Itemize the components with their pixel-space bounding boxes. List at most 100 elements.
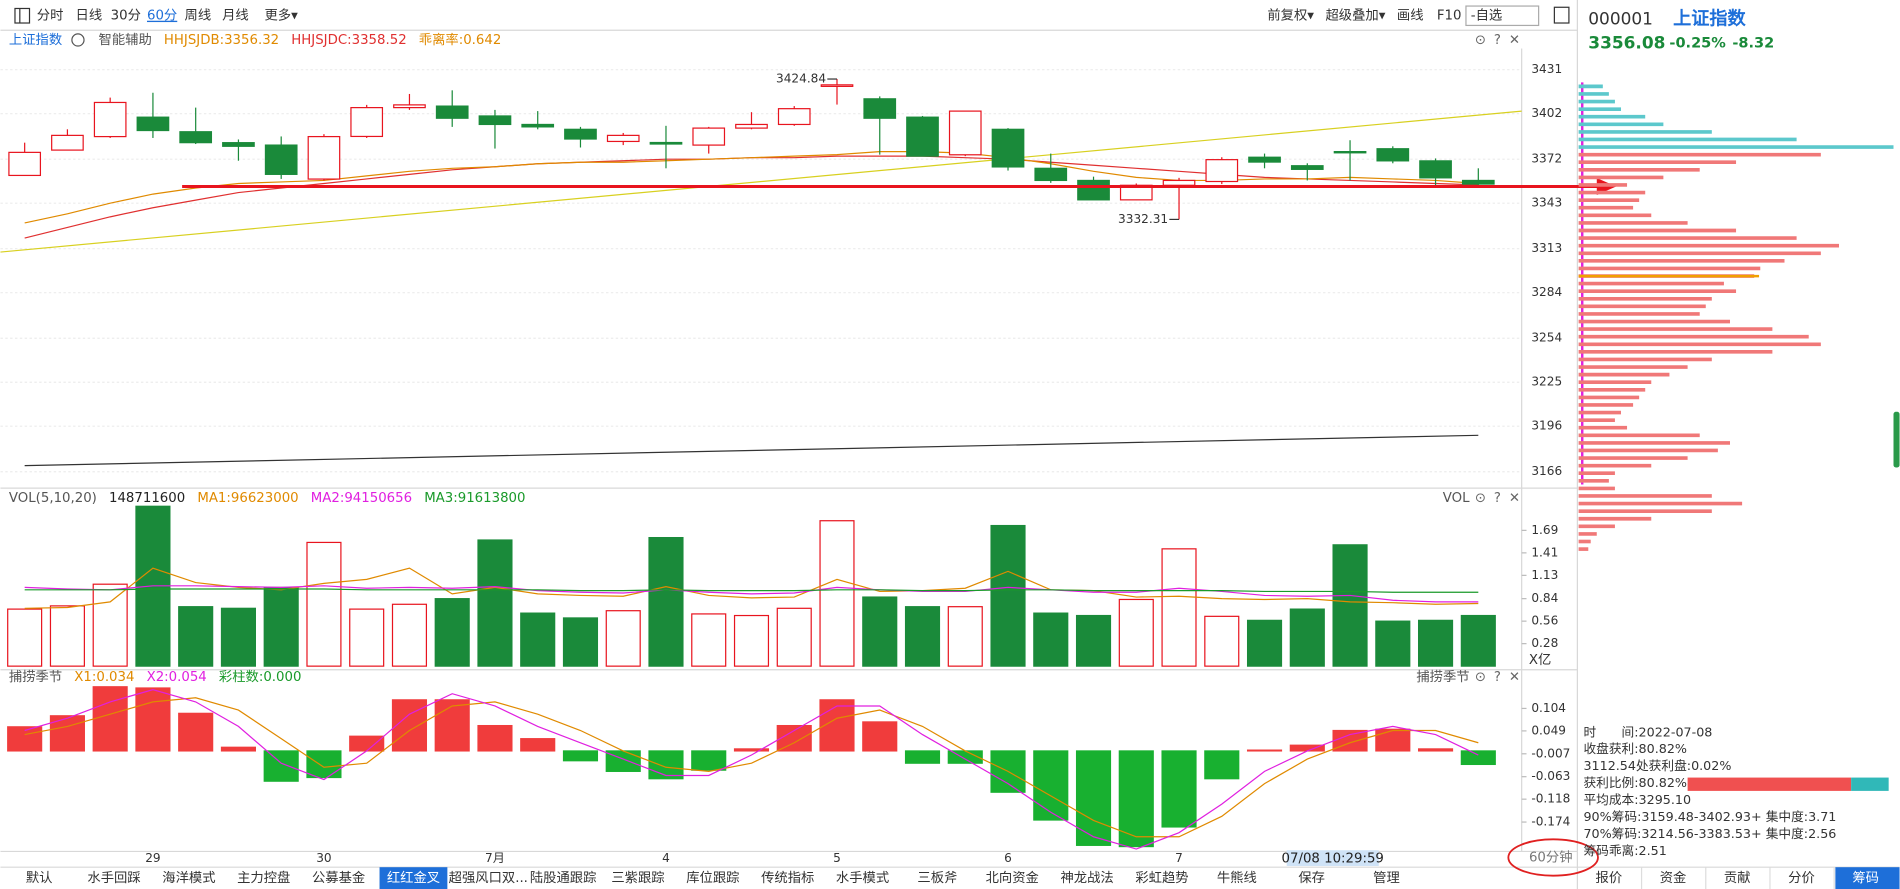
toolbar-item[interactable]: 周线 [185,8,212,24]
bar [49,605,85,667]
bar [562,750,599,762]
bar [7,726,43,752]
bar [1417,748,1454,752]
indicator-tab[interactable]: 三紫跟踪 [611,870,664,886]
bar [1375,728,1411,752]
bar [434,699,470,752]
y-tick-label: 1.69 [1531,523,1558,537]
indicator-tab[interactable]: 默认 [26,870,53,886]
indicator-tab[interactable]: 超强风口双... [449,870,528,886]
bar [1161,750,1197,828]
toolbar-item[interactable]: 超级叠加▾ [1325,8,1385,24]
toolbar-item[interactable]: 60分 [147,8,177,24]
bar [306,541,342,667]
panel-icon[interactable]: ✕ [1509,33,1520,48]
bar [349,608,385,667]
side-toggle-icon[interactable] [1553,6,1570,24]
indicator-tab[interactable]: 三板斧 [917,870,957,886]
panel-icon[interactable]: ⊙ [1475,670,1486,685]
bar [691,750,727,771]
panel-icon[interactable]: ? [1494,33,1501,48]
toolbar-item[interactable]: -自选 [1471,8,1502,24]
candle-body [350,107,384,138]
chip-info: 3112.54处获利盘:0.02% [1583,758,1731,773]
bar [92,686,128,752]
toolbar-item[interactable]: 分时 [37,8,64,24]
scrollbar[interactable] [1893,411,1900,468]
bar [220,607,256,667]
highlight-circle [1507,838,1599,877]
side-tab-active [1835,867,1900,889]
y-tick-label: -0.174 [1531,815,1570,829]
indicator-legend: HHJSJDB:3356.32 [164,33,279,48]
indicator-tab[interactable]: 陆股通跟踪 [530,870,597,886]
toolbar-item[interactable]: F10 [1437,9,1462,24]
bar [92,583,128,667]
indicator-tab[interactable]: 保存 [1298,870,1325,886]
candle-body [1376,148,1410,162]
period-label[interactable]: 60分钟 [1529,849,1573,866]
toolbar-item[interactable]: 前复权▾ [1267,7,1314,24]
profit-bar [1687,777,1852,791]
indicator-legend: 捕捞季节 [9,669,62,685]
indicator-legend: X1:0.034 [74,670,134,685]
indicator-tab[interactable]: 红红金叉 [387,870,440,886]
candle-body [777,108,811,126]
bar [733,748,770,752]
candle-body [307,135,341,180]
bar [648,536,684,667]
indicator-tab[interactable]: 神龙战法 [1060,870,1113,886]
indicator-tab[interactable]: 传统指标 [761,870,814,886]
candle-body [1419,160,1452,179]
indicator-tab[interactable]: 水手模式 [836,870,889,886]
indicator-tab[interactable]: 北向资金 [986,870,1039,886]
side-tab[interactable]: 筹码 [1852,869,1879,886]
indicator-tab[interactable]: 彩虹趋势 [1135,870,1188,886]
bar [1417,619,1454,667]
indicator-tab[interactable]: 公募基金 [312,870,365,886]
y-tick-label: 0.56 [1531,614,1558,628]
side-tab[interactable]: 分价 [1788,870,1815,886]
y-tick-label: 1.41 [1531,545,1558,559]
bar [1075,614,1112,667]
chip-info: 平均成本:3295.10 [1583,792,1691,807]
layout-icon[interactable] [14,7,31,24]
panel-icon[interactable]: ? [1494,491,1501,506]
bar [178,606,214,667]
bar [904,606,941,667]
indicator-tab[interactable]: 牛熊线 [1217,870,1257,886]
indicator-tab[interactable]: 海洋模式 [162,870,215,886]
panel-icon[interactable]: ✕ [1509,491,1520,506]
bar [648,750,684,780]
bar [1204,750,1240,780]
toolbar-item[interactable]: 30分 [111,8,141,24]
candle-body [1461,179,1495,185]
indicator-tab[interactable]: 水手回踩 [87,870,140,886]
indicator-tab[interactable]: 管理 [1373,870,1400,886]
candle-body [51,134,84,151]
panel-icon[interactable]: ✕ [1509,670,1520,685]
side-tab[interactable]: 资金 [1660,870,1687,886]
toolbar-item[interactable]: 月线 [222,8,249,24]
candle-body [1034,167,1068,182]
y-tick-label: 3166 [1531,464,1562,478]
toolbar-item[interactable]: 画线 [1397,8,1424,24]
bar [263,750,299,782]
watchlist-select[interactable] [1465,5,1540,27]
panel-icon[interactable]: ⊙ [1475,491,1486,506]
indicator-tab[interactable]: 主力控盘 [237,869,290,886]
bar [1033,612,1069,667]
toolbar-item[interactable]: 日线 [76,8,103,24]
panel-icon[interactable]: ? [1494,670,1501,685]
y-tick-label: -0.007 [1531,746,1570,760]
indicator-tab[interactable]: 库位跟踪 [686,870,739,886]
indicator-line [24,688,1479,850]
candle-body [1205,159,1239,183]
side-tab[interactable]: 报价 [1596,870,1623,886]
side-tab[interactable]: 贡献 [1724,870,1751,886]
toolbar-item[interactable]: 更多▾ [264,7,298,24]
y-tick-label: 3372 [1531,152,1562,166]
panel-icon[interactable]: ⊙ [1475,33,1486,48]
assist-icon[interactable] [71,33,85,47]
